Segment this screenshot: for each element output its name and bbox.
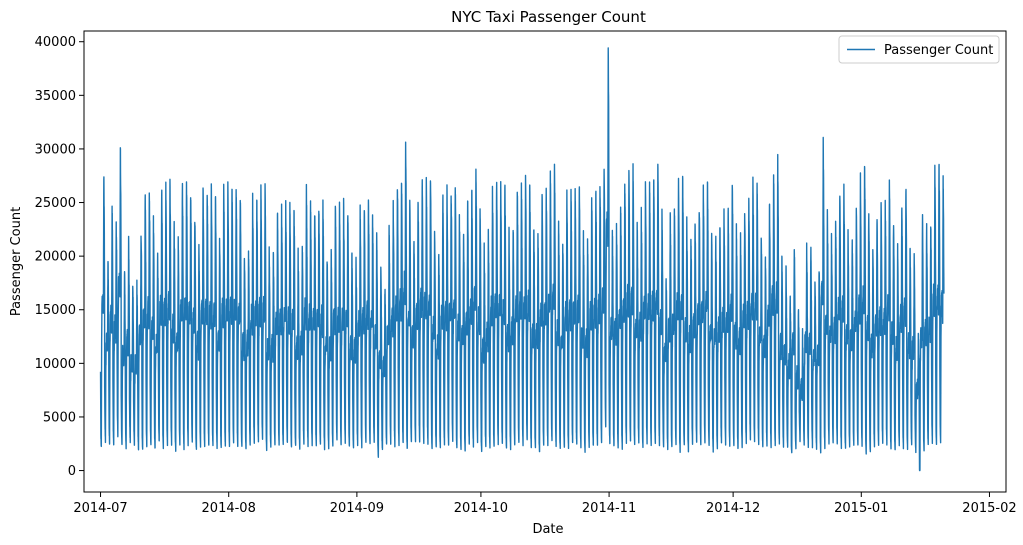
y-tick-label: 5000	[43, 410, 76, 425]
x-tick-label: 2015-02	[962, 501, 1016, 516]
x-tick-label: 2014-09	[330, 501, 384, 516]
x-tick-label: 2014-11	[582, 501, 636, 516]
x-tick-label: 2014-12	[706, 501, 760, 516]
legend: Passenger Count	[838, 35, 1000, 64]
y-tick-label: 25000	[35, 196, 76, 211]
x-tick-label: 2014-08	[202, 501, 256, 516]
y-tick-label: 10000	[35, 357, 76, 372]
y-axis: 0 5000 10000 15000 20000 25000 30000 35000 40000	[35, 35, 84, 479]
y-tick-label: 30000	[35, 142, 76, 157]
y-tick-label: 15000	[35, 303, 76, 318]
plot-frame	[83, 30, 1007, 493]
y-tick-label: 20000	[35, 250, 76, 265]
legend-box	[838, 35, 1000, 64]
series-line-passenger-count	[99, 47, 945, 472]
y-axis-title: Passenger Count	[9, 207, 24, 316]
x-axis-title: Date	[532, 522, 563, 537]
y-tick-label: 40000	[35, 35, 76, 50]
x-axis: 2014-07 2014-08 2014-09 2014-10 2014-11 2014-…	[73, 492, 1017, 516]
x-tick-label: 2015-01	[834, 501, 888, 516]
x-tick-label: 2014-07	[73, 501, 127, 516]
y-tick-label: 0	[68, 464, 76, 479]
legend-label-passenger-count: Passenger Count	[884, 43, 993, 58]
x-tick-label: 2014-10	[454, 501, 508, 516]
plot-area	[99, 47, 945, 472]
y-tick-label: 35000	[35, 89, 76, 104]
chart-title: NYC Taxi Passenger Count	[451, 8, 646, 26]
